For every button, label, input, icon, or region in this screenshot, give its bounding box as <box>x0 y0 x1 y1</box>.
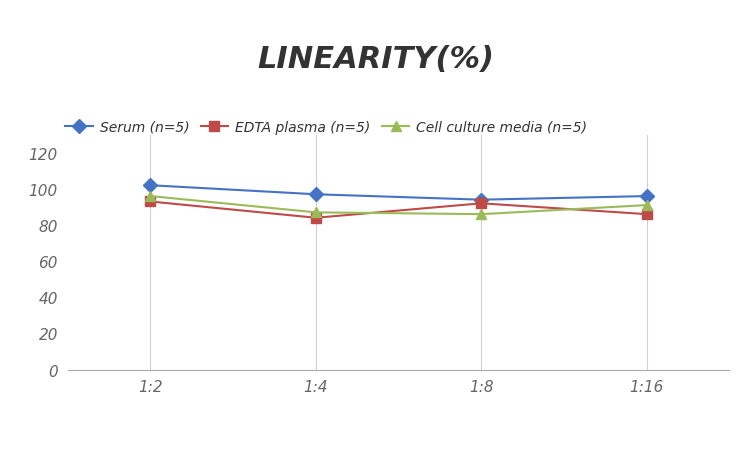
Cell culture media (n=5) <box>477 212 486 217</box>
Serum (n=5) <box>311 192 320 198</box>
Cell culture media (n=5) <box>311 210 320 216</box>
Cell culture media (n=5) <box>642 203 651 208</box>
Serum (n=5) <box>146 183 155 189</box>
Cell culture media (n=5) <box>146 194 155 199</box>
Serum (n=5) <box>477 198 486 203</box>
Serum (n=5) <box>642 194 651 199</box>
EDTA plasma (n=5) <box>642 212 651 217</box>
Line: Serum (n=5): Serum (n=5) <box>146 181 651 205</box>
Legend: Serum (n=5), EDTA plasma (n=5), Cell culture media (n=5): Serum (n=5), EDTA plasma (n=5), Cell cul… <box>59 115 593 140</box>
Line: Cell culture media (n=5): Cell culture media (n=5) <box>146 192 651 220</box>
EDTA plasma (n=5) <box>477 201 486 207</box>
Text: LINEARITY(%): LINEARITY(%) <box>257 45 495 74</box>
EDTA plasma (n=5) <box>311 216 320 221</box>
EDTA plasma (n=5) <box>146 199 155 205</box>
Line: EDTA plasma (n=5): EDTA plasma (n=5) <box>146 197 651 223</box>
